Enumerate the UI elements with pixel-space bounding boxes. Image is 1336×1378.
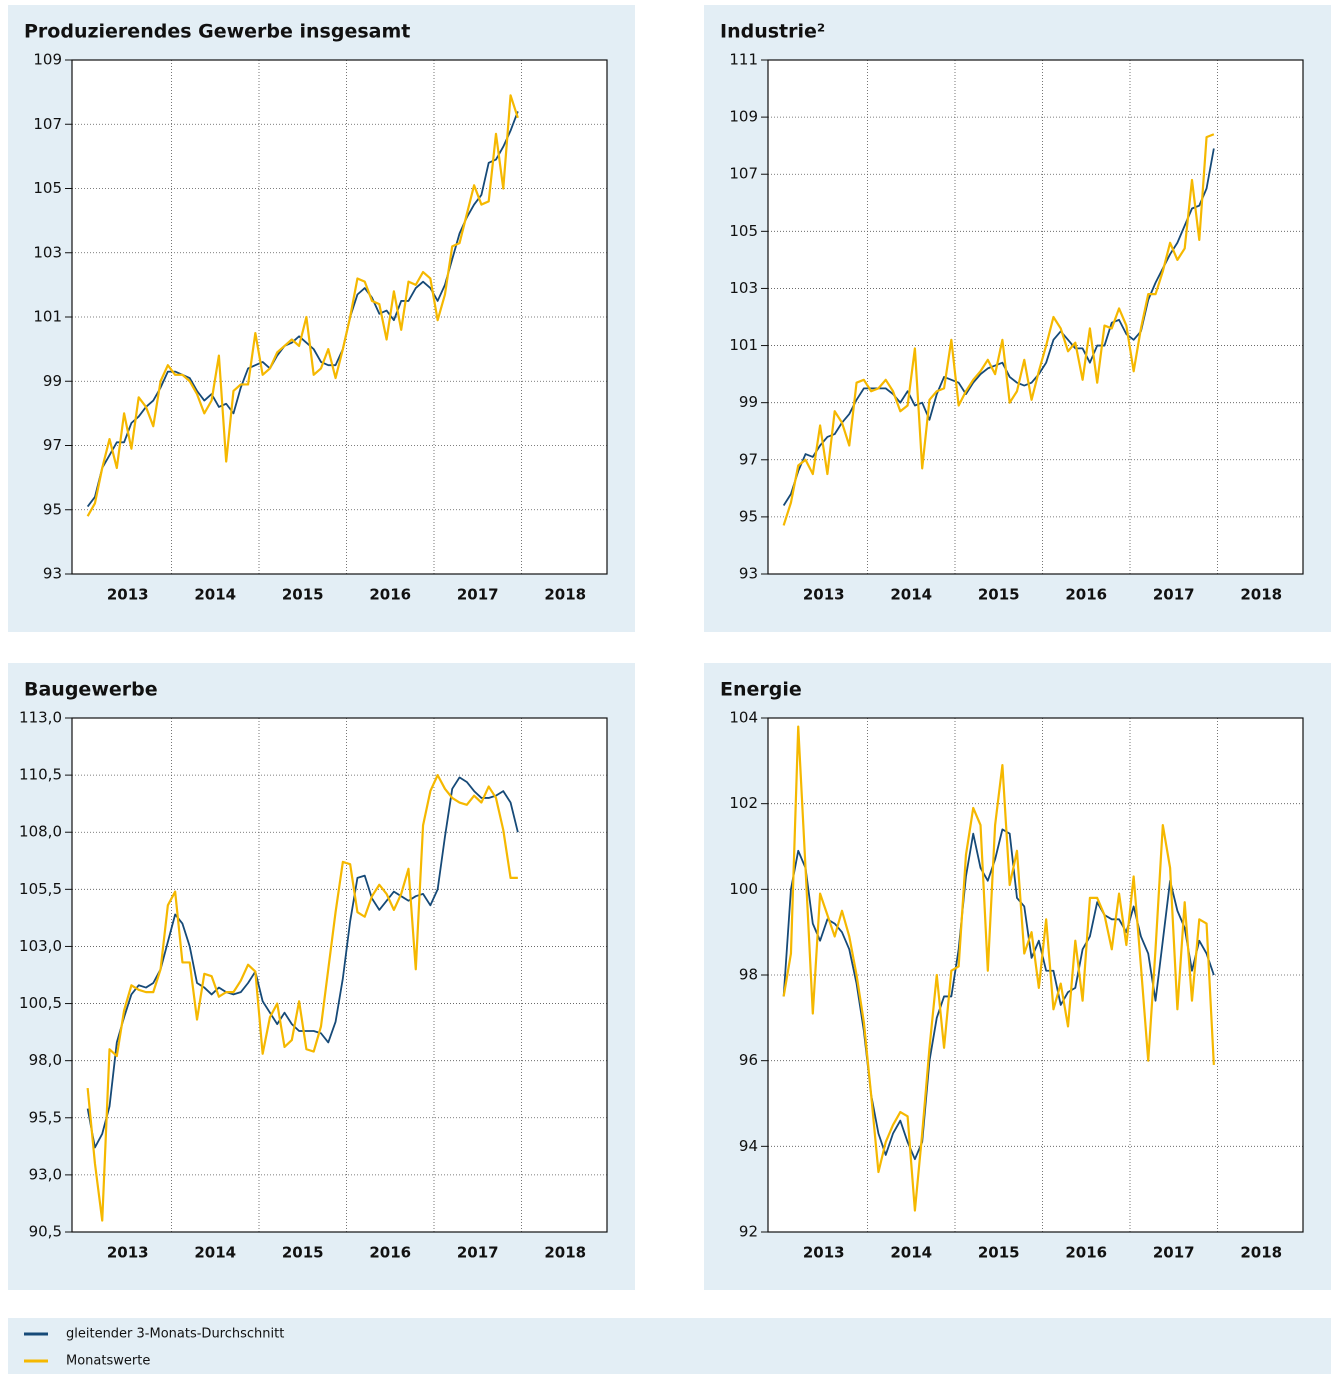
y-tick-label: 111 [729,51,758,69]
panel: Produzierendes Gewerbe insgesamt 93 95 97 99… [8,5,635,632]
x-tick-label: 2017 [457,1244,499,1262]
x-tick-label: 2013 [803,586,845,604]
y-tick-label: 113,0 [19,709,62,727]
chart-title: Baugewerbe [24,679,158,701]
x-tick-label: 2018 [544,586,586,604]
y-tick-label: 103,0 [19,937,62,955]
y-tick-label: 107 [729,165,758,183]
legend-box [8,1318,1331,1374]
y-tick-label: 93,0 [29,1165,62,1183]
series-line [782,133,1215,526]
x-tick-label: 2017 [457,586,499,604]
y-tick-label: 102 [729,794,758,812]
y-tick-label: 96 [739,1051,758,1069]
y-tick-label: 109 [33,51,62,69]
x-tick-label: 2014 [890,586,932,604]
y-tick-label: 97 [43,436,62,454]
y-tick-label: 110,5 [19,766,62,784]
y-tick-label: 95,5 [29,1108,62,1126]
plot-area [72,718,607,1232]
y-tick-label: 94 [739,1137,758,1155]
y-tick-label: 99 [43,372,62,390]
x-tick-label: 2018 [1240,586,1282,604]
x-tick-label: 2018 [1240,1244,1282,1262]
x-tick-label: 2014 [890,1244,932,1262]
y-tick-label: 108,0 [19,823,62,841]
panel: Industrie² 93 95 97 99 101 103 105 107 109 111 2013… [704,5,1331,632]
y-tick-label: 95 [739,507,758,525]
y-tick-label: 104 [729,709,758,727]
plot-frame [767,59,1304,575]
y-tick-label: 92 [739,1223,758,1241]
y-tick-label: 98,0 [29,1051,62,1069]
plot-frame [71,717,608,1233]
y-tick-label: 100,5 [19,994,62,1012]
y-tick-label: 93 [43,565,62,583]
y-tick-label: 101 [729,336,758,354]
x-tick-label: 2013 [107,1244,149,1262]
plot-area [768,60,1303,574]
y-tick-label: 97 [739,450,758,468]
chart-title: Industrie² [720,21,825,43]
panel: Energie 92 94 96 98 100 102 104 2013 2014 2015 2016… [704,663,1331,1290]
x-tick-label: 2017 [1153,1244,1195,1262]
panel: Baugewerbe 90,5 93,0 95,5 98,0 100,5 103,0 105,… [8,663,635,1290]
x-tick-label: 2015 [978,586,1020,604]
y-tick-label: 107 [33,115,62,133]
y-tick-label: 90,5 [29,1223,62,1241]
y-tick-label: 105 [729,222,758,240]
y-tick-label: 99 [739,393,758,411]
legend-label: gleitender 3-Monats-Durchschnitt [66,1327,284,1342]
series-line [86,774,518,1222]
x-tick-label: 2018 [544,1244,586,1262]
x-tick-label: 2013 [803,1244,845,1262]
plot-frame [71,59,608,575]
chart-title: Energie [720,679,802,701]
chart-title: Produzierendes Gewerbe insgesamt [24,21,410,43]
y-tick-label: 105,5 [19,880,62,898]
series-line [86,94,519,517]
x-tick-label: 2015 [282,586,324,604]
legend-label: Monatswerte [66,1354,150,1369]
x-tick-label: 2016 [1065,1244,1107,1262]
plot-frame [767,717,1304,1233]
y-tick-label: 105 [33,179,62,197]
y-tick-label: 100 [729,880,758,898]
y-tick-label: 93 [739,565,758,583]
y-tick-label: 103 [33,243,62,261]
x-tick-label: 2014 [194,586,236,604]
x-tick-label: 2016 [1065,586,1107,604]
x-tick-label: 2016 [369,1244,411,1262]
x-tick-label: 2013 [107,586,149,604]
y-tick-label: 95 [43,500,62,518]
x-tick-label: 2017 [1153,586,1195,604]
y-tick-label: 109 [729,108,758,126]
y-tick-label: 98 [739,966,758,984]
y-tick-label: 101 [33,308,62,326]
x-tick-label: 2015 [978,1244,1020,1262]
x-tick-label: 2014 [194,1244,236,1262]
series-line [782,725,1215,1212]
x-tick-label: 2015 [282,1244,324,1262]
x-tick-label: 2016 [369,586,411,604]
series-line [782,828,1215,1161]
y-tick-label: 103 [729,279,758,297]
